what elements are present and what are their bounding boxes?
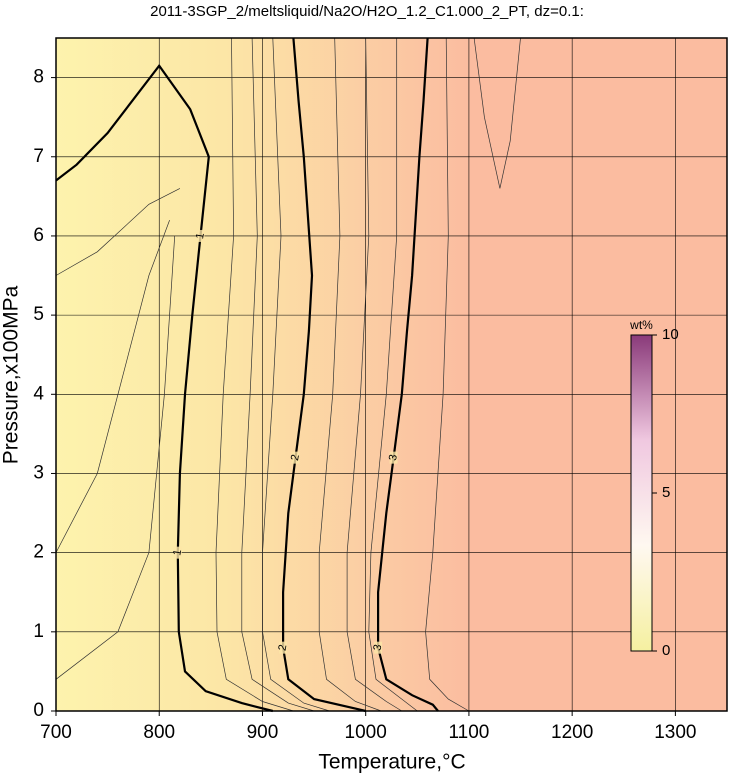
y-tick-label: 5	[33, 304, 44, 325]
contour-label: 3	[372, 644, 385, 652]
x-tick-label: 800	[143, 722, 175, 743]
y-tick-label: 4	[33, 383, 44, 404]
thin-contour	[55, 219, 170, 553]
y-tick-label: 2	[33, 542, 44, 563]
chart-title: 2011-3SGP_2/meltsliquid/Na2O/H2O_1.2_C1.…	[150, 3, 584, 20]
contour-label: 2	[289, 454, 302, 462]
y-tick-label: 0	[33, 700, 44, 721]
x-tick-label: 1200	[551, 722, 593, 743]
thin-contour	[55, 235, 176, 680]
contour-label-bg	[196, 229, 205, 242]
contour-label: 1	[171, 549, 184, 557]
thin-contour	[241, 37, 315, 712]
contour-label-bg	[374, 641, 383, 654]
thin-contour	[425, 37, 470, 712]
y-tick-label: 7	[33, 146, 44, 167]
contour-label: 1	[194, 232, 207, 240]
contour-label-bg	[173, 546, 182, 559]
contour	[55, 63, 274, 713]
plot-background	[56, 38, 727, 711]
thin-contour	[55, 188, 181, 276]
thin-contour	[368, 38, 418, 712]
x-tick-label: 1100	[448, 722, 489, 743]
contour-label: 2	[277, 644, 290, 652]
y-tick-label: 1	[33, 621, 44, 642]
x-tick-label: 1300	[654, 722, 696, 743]
colorbar-label: wt%	[629, 318, 653, 332]
x-axis-label: Temperature,°C	[318, 751, 465, 774]
plot-frame	[55, 37, 728, 712]
contour-label-bg	[389, 451, 398, 464]
contour-label: 3	[387, 454, 400, 462]
contour-label-bg	[279, 641, 288, 654]
thin-contour	[215, 37, 294, 712]
thin-contour	[318, 37, 382, 712]
y-tick-label: 8	[33, 67, 44, 88]
thin-contour	[262, 37, 330, 712]
x-tick-label: 1000	[345, 722, 387, 743]
contour	[282, 37, 366, 713]
y-tick-label: 6	[33, 225, 44, 246]
contour-label-bg	[291, 451, 300, 464]
y-tick-label: 3	[33, 462, 44, 483]
colorbar-tick-label: 10	[662, 326, 679, 343]
colorbar-tick-label: 0	[662, 642, 670, 659]
thin-contour	[473, 37, 521, 189]
x-tick-label: 900	[247, 722, 279, 743]
thin-contour	[346, 37, 402, 712]
y-axis-label: Pressure,x100MPa	[0, 285, 23, 464]
colorbar	[630, 334, 653, 652]
x-tick-label: 700	[40, 722, 72, 743]
colorbar-tick-label: 5	[662, 484, 670, 501]
contour	[377, 37, 439, 712]
